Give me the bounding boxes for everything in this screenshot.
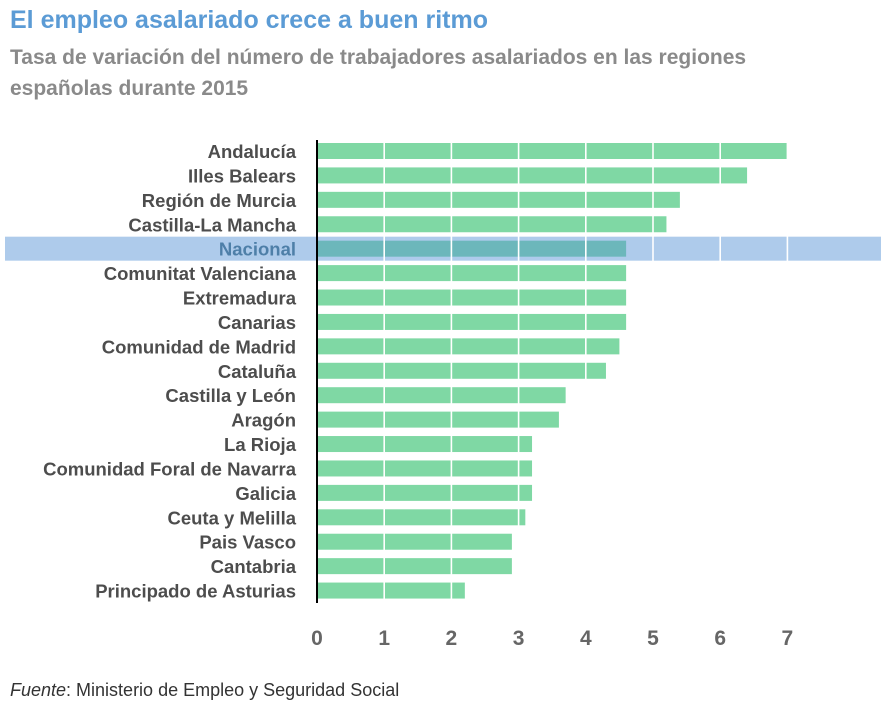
x-tick-label: 6 <box>714 627 726 650</box>
category-label: Extremadura <box>183 288 297 309</box>
category-label: Nacional <box>219 239 296 260</box>
bar <box>317 436 533 453</box>
category-label: Illes Balears <box>188 165 296 186</box>
bar <box>317 216 667 233</box>
bar <box>317 143 788 159</box>
bar <box>317 167 748 184</box>
bar-chart: Andalucía Illes Balears Región de Murcia Ca… <box>5 140 881 650</box>
category-label: Canarias <box>218 312 296 333</box>
category-label: Andalucía <box>208 141 297 162</box>
chart-subtitle: Tasa de variación del número de trabajad… <box>10 46 747 100</box>
source-text: : Ministerio de Empleo y Seguridad Socia… <box>66 680 400 700</box>
bar <box>317 509 526 526</box>
x-tick-label: 4 <box>580 627 592 650</box>
bar <box>317 533 512 550</box>
category-label: Galicia <box>235 483 296 504</box>
category-label: Cataluña <box>218 361 297 382</box>
category-label: Principado de Asturias <box>95 581 296 602</box>
category-label: Comunitat Valenciana <box>104 263 297 284</box>
bar <box>317 191 680 208</box>
bar <box>317 289 627 306</box>
chart-title: El empleo asalariado crece a buen ritmo <box>10 6 488 34</box>
bar <box>317 338 620 355</box>
bar <box>317 387 566 404</box>
source-note: Fuente: Ministerio de Empleo y Seguridad… <box>10 680 399 701</box>
category-label: Pais Vasco <box>199 532 296 553</box>
category-label: Castilla-La Mancha <box>128 214 296 235</box>
bar <box>317 484 533 501</box>
category-label: La Rioja <box>224 434 297 455</box>
x-tick-label: 3 <box>513 627 525 650</box>
bar <box>317 582 465 599</box>
x-tick-label: 7 <box>782 627 794 650</box>
category-label: Cantabria <box>211 556 297 577</box>
x-tick-label: 5 <box>647 627 659 650</box>
bar <box>317 558 512 575</box>
category-label: Aragón <box>231 410 296 431</box>
category-label: Región de Murcia <box>142 190 297 211</box>
source-label: Fuente <box>10 680 67 700</box>
x-tick-label: 2 <box>446 627 458 650</box>
bar <box>317 265 627 282</box>
category-label: Comunidad de Madrid <box>102 336 296 357</box>
bar <box>317 411 559 428</box>
x-tick-label: 1 <box>378 627 390 650</box>
category-label: Comunidad Foral de Navarra <box>43 458 297 479</box>
category-label: Ceuta y Melilla <box>167 507 296 528</box>
bar <box>317 460 533 477</box>
x-tick-label: 0 <box>311 627 323 650</box>
category-label: Castilla y León <box>165 385 296 406</box>
bar <box>317 240 627 257</box>
bar <box>317 362 606 379</box>
bar <box>317 313 627 330</box>
